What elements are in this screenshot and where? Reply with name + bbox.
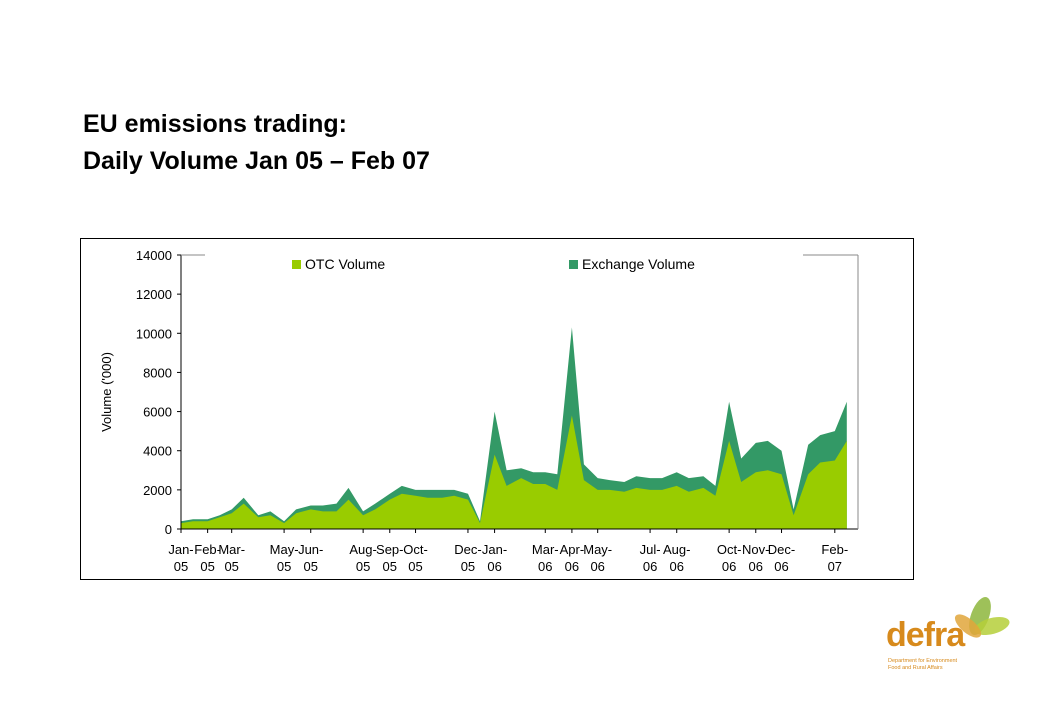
x-tick-label-month: Jan- [482, 542, 507, 557]
x-tick-label-year: 05 [174, 559, 188, 574]
logo-subtitle-line1: Department for Environment [888, 658, 958, 664]
otc-volume-area [181, 415, 847, 529]
x-tick-label-month: Oct- [403, 542, 428, 557]
x-tick-label-year: 05 [356, 559, 370, 574]
otc-area-group [181, 415, 847, 529]
x-tick-label-month: Aug- [349, 542, 376, 557]
axes-group: 0 2000 4000 6000 8000 10000 12000 14000 Volume (… [99, 248, 859, 574]
y-tick-label: 0 [165, 522, 172, 537]
x-tick-label-year: 06 [749, 559, 763, 574]
x-tick-label-month: Jan- [168, 542, 193, 557]
y-tick-label: 4000 [143, 444, 172, 459]
x-tick-label-year: 05 [303, 559, 317, 574]
legend-swatch-exchange [569, 260, 578, 269]
slide-title-line2: Daily Volume Jan 05 – Feb 07 [83, 147, 430, 175]
y-tick-label: 14000 [136, 248, 172, 263]
x-tick-label-month: Dec- [454, 542, 481, 557]
x-tick-label-year: 06 [669, 559, 683, 574]
x-tick-label-month: Dec- [768, 542, 795, 557]
y-tick-label: 8000 [143, 365, 172, 380]
exchange-volume-area [181, 327, 847, 529]
x-tick-label-month: Nov- [742, 542, 769, 557]
slide-title: EU emissions trading: Daily Volume Jan 0… [83, 106, 430, 180]
y-tick-label: 2000 [143, 483, 172, 498]
x-tick-label-year: 05 [408, 559, 422, 574]
legend: OTC Volume Exchange Volume [292, 256, 695, 272]
y-axis-label: Volume ('000) [99, 352, 114, 432]
legend-label-otc: OTC Volume [305, 256, 385, 272]
legend-label-exchange: Exchange Volume [582, 256, 695, 272]
x-tick-label-year: 06 [487, 559, 501, 574]
x-tick-label-year: 05 [461, 559, 475, 574]
x-tick-label-year: 05 [200, 559, 214, 574]
y-tick-label: 12000 [136, 287, 172, 302]
x-tick-label-month: Mar- [218, 542, 245, 557]
slide-title-line1: EU emissions trading: [83, 110, 347, 138]
trefoil-icon [954, 596, 1010, 638]
defra-logo: defra Department for Environment Food an… [880, 590, 1030, 690]
x-tick-label-year: 06 [643, 559, 657, 574]
x-tick-label-year: 06 [774, 559, 788, 574]
chart-frame: 0 2000 4000 6000 8000 10000 12000 14000 Volume (… [80, 238, 914, 580]
x-tick-label-month: Sep- [376, 542, 403, 557]
x-tick-label-year: 05 [224, 559, 238, 574]
x-tick-label-year: 06 [565, 559, 579, 574]
x-tick-label-year: 06 [538, 559, 552, 574]
x-tick-label-year: 05 [277, 559, 291, 574]
y-tick-label: 10000 [136, 326, 172, 341]
x-tick-label-month: Mar- [532, 542, 559, 557]
logo-subtitle-line2: Food and Rural Affairs [888, 665, 943, 671]
x-tick-label-month: Feb- [194, 542, 221, 557]
logo-subtitle: Department for Environment Food and Rura… [888, 658, 998, 672]
legend-swatch-otc [292, 260, 301, 269]
x-tick-label-year: 05 [383, 559, 397, 574]
x-tick-label-year: 07 [828, 559, 842, 574]
exchange-area-group [181, 327, 847, 529]
logo-wordmark: defra [886, 616, 965, 654]
x-tick-label-month: Apr- [560, 542, 585, 557]
x-tick-label-month: May- [583, 542, 612, 557]
volume-chart: 0 2000 4000 6000 8000 10000 12000 14000 Volume (… [99, 248, 859, 574]
x-tick-label-year: 06 [590, 559, 604, 574]
x-tick-label-month: Feb- [821, 542, 848, 557]
x-tick-label-month: Jul- [640, 542, 661, 557]
x-tick-label-year: 06 [722, 559, 736, 574]
y-tick-label: 6000 [143, 405, 172, 420]
x-tick-label-month: Oct- [717, 542, 742, 557]
x-tick-label-month: May- [270, 542, 299, 557]
x-tick-label-month: Jun- [298, 542, 323, 557]
x-tick-label-month: Aug- [663, 542, 690, 557]
